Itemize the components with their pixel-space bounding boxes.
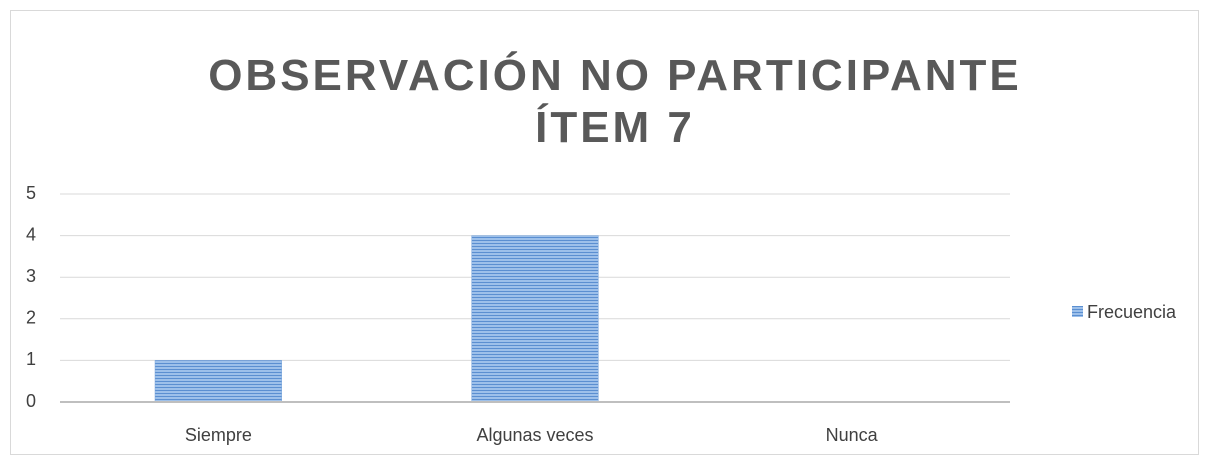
x-tick-label: Siempre [185, 425, 252, 445]
bar [154, 360, 282, 403]
title-line: ÍTEM 7 [535, 102, 695, 152]
legend-swatch [1072, 306, 1083, 317]
y-tick-label: 0 [26, 391, 36, 411]
y-tick-label: 3 [26, 266, 36, 286]
y-tick-label: 5 [26, 183, 36, 203]
legend-label: Frecuencia [1087, 302, 1177, 322]
x-tick-label: Nunca [826, 425, 879, 445]
y-tick-label: 1 [26, 349, 36, 369]
y-tick-label: 4 [26, 224, 36, 244]
title-line: OBSERVACIÓN NO PARTICIPANTE [208, 50, 1022, 100]
y-tick-label: 2 [26, 308, 36, 328]
chart-title: OBSERVACIÓN NO PARTICIPANTE ÍTEM 7 [208, 50, 1022, 152]
bar [471, 235, 599, 403]
x-tick-label: Algunas veces [476, 425, 593, 445]
